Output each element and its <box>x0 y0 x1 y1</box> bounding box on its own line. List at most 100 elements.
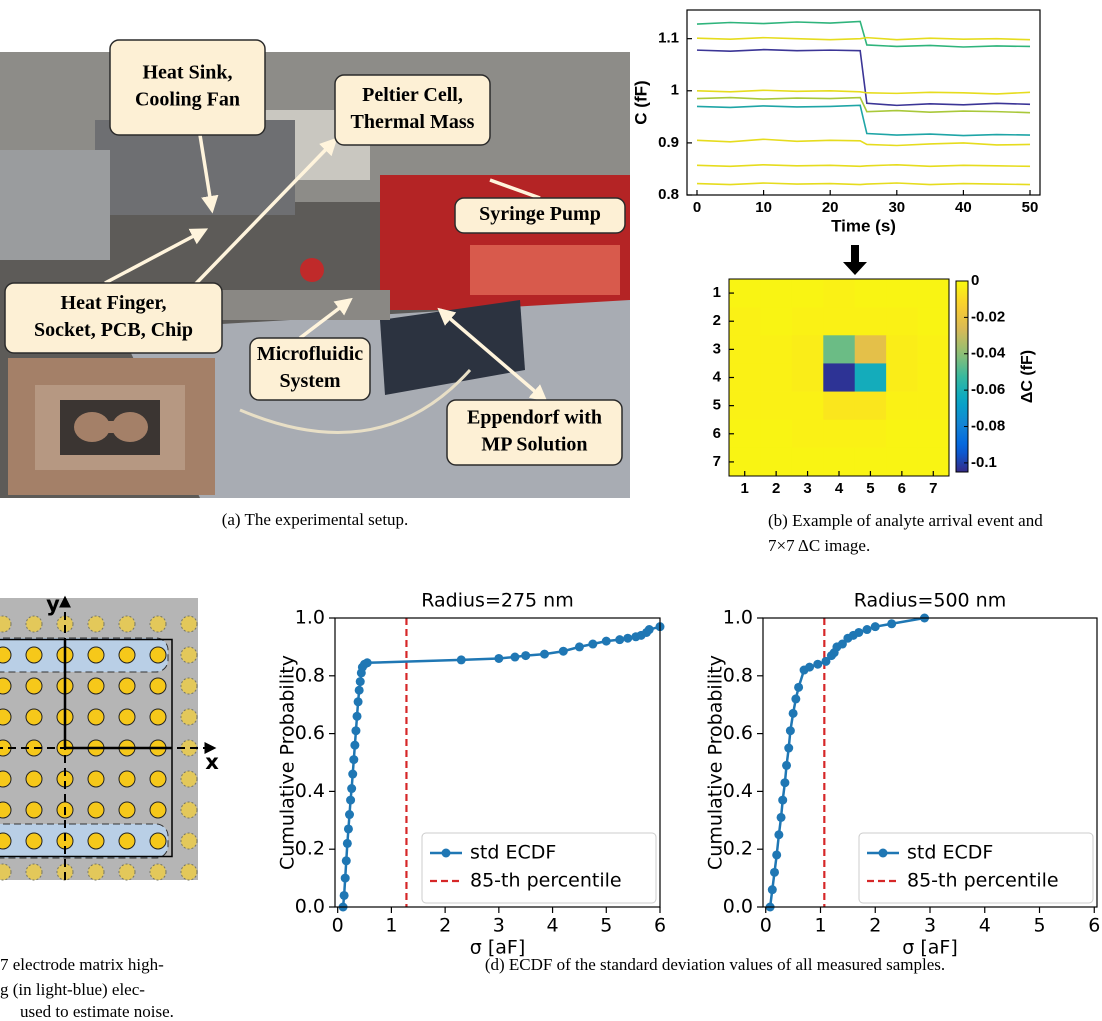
data-point <box>601 636 611 646</box>
heat-cell <box>760 419 793 449</box>
legend-box <box>858 832 1094 904</box>
data-point <box>362 658 372 668</box>
y-tick-label: 3 <box>713 340 721 357</box>
heat-cell <box>854 419 887 449</box>
x-tick-label: 6 <box>654 915 666 937</box>
electrode <box>149 801 167 819</box>
y-tick-label: 1.0 <box>295 607 325 629</box>
axis-label: x <box>205 750 219 774</box>
data-point <box>778 795 788 805</box>
outer-electrode <box>87 615 105 633</box>
heat-cell <box>854 391 887 421</box>
y-tick-label: 5 <box>713 397 721 414</box>
heat-cell <box>791 363 824 392</box>
photo-label: Socket, PCB, Chip <box>34 319 193 341</box>
outer-electrode <box>180 615 198 633</box>
data-point <box>346 795 356 805</box>
data-point <box>574 642 584 652</box>
electrode <box>0 646 12 664</box>
colorbar-tick-label: 0 <box>971 272 979 289</box>
outer-electrode <box>180 708 198 726</box>
electrode <box>87 708 105 726</box>
heat-cell <box>823 279 856 308</box>
heat-cell <box>917 279 950 308</box>
y-tick-label: 0.4 <box>723 780 753 802</box>
legend-box <box>421 832 657 904</box>
photo-label: Eppendorf with <box>467 407 602 429</box>
y-axis-label: Cumulative Probability <box>705 655 727 870</box>
data-point <box>780 778 790 788</box>
electrode <box>118 832 136 850</box>
photo-label: MP Solution <box>481 434 587 456</box>
y-tick-label: 0.0 <box>295 896 325 918</box>
caption: (a) The experimental setup. <box>222 510 409 529</box>
caption: (b) Example of analyte arrival event and <box>768 511 1043 530</box>
outer-electrode <box>149 615 167 633</box>
legend-marker <box>878 848 888 858</box>
axes-frame <box>686 9 1041 196</box>
x-tick-label: 5 <box>600 915 612 937</box>
heat-cell <box>917 335 950 364</box>
outer-electrode <box>180 677 198 695</box>
electrode <box>149 646 167 664</box>
photo-label: Microfluidic <box>257 343 363 365</box>
x-tick-label: 20 <box>822 199 839 216</box>
y-tick-label: 0.8 <box>295 664 325 686</box>
data-point <box>558 646 568 656</box>
y-tick-label: 2 <box>713 312 721 329</box>
axes-frame <box>334 617 661 908</box>
electrode <box>25 770 43 788</box>
data-point <box>456 655 466 665</box>
photo-label: Heat Finger, <box>61 292 167 314</box>
electrode <box>87 677 105 695</box>
heat-cell <box>729 363 761 392</box>
data-point <box>887 619 897 629</box>
y-tick-label: 4 <box>713 368 722 385</box>
outer-electrode <box>180 770 198 788</box>
electrode <box>87 832 105 850</box>
outer-electrode <box>180 646 198 664</box>
heat-cell <box>760 391 793 421</box>
data-point <box>821 656 831 666</box>
heat-cell <box>886 419 918 449</box>
colorbar <box>955 280 969 473</box>
series-line <box>696 96 1031 114</box>
heat-cell <box>823 307 856 336</box>
x-tick-label: 3 <box>924 915 936 937</box>
electrode <box>25 801 43 819</box>
y-tick-label: 7 <box>713 453 721 470</box>
heat-cell <box>854 307 887 336</box>
y-tick-label: 0.8 <box>723 664 753 686</box>
photo-label: Syringe Pump <box>479 203 601 225</box>
legend-marker <box>441 848 451 858</box>
outer-electrode <box>149 863 167 881</box>
label-box <box>249 337 371 401</box>
noise-electrodes <box>0 823 169 859</box>
heat-cell <box>729 307 761 336</box>
electrode <box>118 646 136 664</box>
x-axis-label: σ [aF] <box>470 937 525 959</box>
series-line <box>696 48 1031 107</box>
outer-electrode <box>0 615 12 633</box>
x-tick-label: 1 <box>385 915 397 937</box>
photo-label: Thermal Mass <box>351 111 475 133</box>
data-point <box>339 890 349 900</box>
label-box <box>454 197 626 234</box>
outer-electrode <box>87 863 105 881</box>
outer-electrode <box>180 863 198 881</box>
x-tick-label: 0 <box>693 199 701 216</box>
x-tick-label: 2 <box>869 915 881 937</box>
series-line <box>696 20 1031 48</box>
data-point <box>351 726 361 736</box>
data-point <box>494 653 504 663</box>
plot-area <box>687 10 1040 195</box>
data-point <box>774 830 784 840</box>
x-tick-label: 6 <box>898 480 906 497</box>
electrode <box>118 708 136 726</box>
heat-cell <box>760 363 793 392</box>
caption: 7×7 ΔC image. <box>768 536 870 555</box>
electrode <box>149 770 167 788</box>
data-point <box>355 677 365 687</box>
heat-cell <box>886 279 918 308</box>
